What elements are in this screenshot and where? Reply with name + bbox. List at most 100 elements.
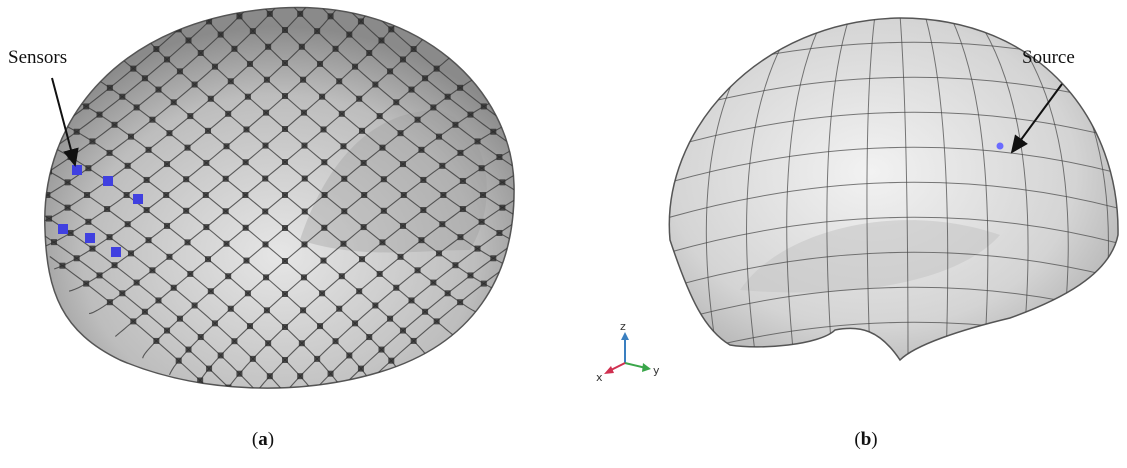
sensor-node <box>282 192 288 198</box>
sensor-node <box>319 290 325 296</box>
sensor-node <box>128 134 134 140</box>
sensor-node <box>267 373 273 379</box>
sensor-node <box>236 371 242 377</box>
sensor-node <box>393 99 399 105</box>
sensor-node <box>282 258 288 264</box>
highlight-sensor <box>111 247 121 257</box>
sensor-node <box>177 316 183 322</box>
sensor-node <box>481 281 487 287</box>
sensor-node <box>242 192 248 198</box>
sensor-node <box>223 176 229 182</box>
sensor-node <box>205 256 211 262</box>
sensor-node <box>245 94 251 100</box>
sensor-node <box>372 82 378 88</box>
sensor-node <box>51 239 57 245</box>
caption: (b) <box>854 429 877 450</box>
sensor-node <box>411 46 417 52</box>
sensor-node <box>361 224 367 230</box>
sensor-node <box>68 230 74 236</box>
sensor-node <box>65 205 71 211</box>
sensor-node <box>317 323 323 329</box>
sensor-node <box>166 130 172 136</box>
sensor-node <box>387 68 393 74</box>
sensor-node <box>300 77 306 83</box>
sensor-node <box>430 104 436 110</box>
caption-part: ) <box>871 429 877 450</box>
sensor-node <box>85 165 91 171</box>
sensor-node <box>310 389 316 395</box>
axis-triad: z x y <box>596 320 660 384</box>
sensor-node <box>130 318 136 324</box>
sensor-node <box>163 192 169 198</box>
sensor-node <box>205 128 211 134</box>
sensor-node <box>301 241 307 247</box>
sensor-node <box>452 122 458 128</box>
sensor-node <box>346 32 352 38</box>
sensor-node <box>379 145 385 151</box>
sensor-node <box>104 206 110 212</box>
sensor-node <box>361 192 367 198</box>
sensor-node <box>518 168 524 174</box>
sensor-node <box>366 50 372 56</box>
sensor-node <box>228 306 234 312</box>
sensor-node <box>218 32 224 38</box>
head-mesh <box>36 0 533 402</box>
sensor-node <box>225 111 231 117</box>
sensor-node <box>340 143 346 149</box>
sensor-node <box>434 318 440 324</box>
sensor-node <box>107 234 113 240</box>
sensor-node <box>212 320 218 326</box>
sensor-node <box>247 61 253 67</box>
sensor-node <box>130 66 136 72</box>
sensor-node <box>372 302 378 308</box>
sensor-node <box>388 26 394 32</box>
sensor-node <box>336 78 342 84</box>
sensor-node <box>420 207 426 213</box>
sensor-node <box>112 122 118 128</box>
sensor-node <box>409 297 415 303</box>
sensor-node <box>415 117 421 123</box>
sensor-node <box>378 37 384 43</box>
sensor-node <box>452 262 458 268</box>
sensor-node <box>198 50 204 56</box>
highlight-sensor <box>85 233 95 243</box>
sensor-node <box>418 237 424 243</box>
sensor-node <box>377 113 383 119</box>
sensor-node <box>457 234 463 240</box>
sensor-node <box>301 143 307 149</box>
sensor-node <box>203 224 209 230</box>
sensor-node <box>243 258 249 264</box>
sensor-node <box>496 230 502 236</box>
sensor-node <box>203 192 209 198</box>
sensor-node <box>119 290 125 296</box>
sensor-node <box>250 356 256 362</box>
sensor-node <box>153 46 159 52</box>
sensor-node <box>89 138 95 144</box>
sensor-node <box>254 0 260 1</box>
sensor-node <box>197 7 203 13</box>
sensor-node <box>400 56 406 62</box>
sensor-node <box>367 7 373 13</box>
sensor-node <box>187 113 193 119</box>
sensor-node <box>352 64 358 70</box>
sensor-node <box>440 192 446 198</box>
sensor-node <box>457 150 463 156</box>
sensor-node <box>125 221 131 227</box>
sensor-node <box>467 112 473 118</box>
sensor-node <box>475 246 481 252</box>
sensor-node <box>224 241 230 247</box>
sensor-node <box>243 159 249 165</box>
sensor-node <box>346 352 352 358</box>
sensor-node <box>333 338 339 344</box>
sensor-node <box>520 192 526 198</box>
sensor-node <box>144 207 150 213</box>
sensor-node <box>149 267 155 273</box>
sensor-node <box>97 112 103 118</box>
sensor-node <box>164 223 170 229</box>
sensor-node <box>245 290 251 296</box>
sensor-node <box>224 143 230 149</box>
sensor-node <box>480 192 486 198</box>
sensor-node <box>341 176 347 182</box>
sensor-node <box>336 306 342 312</box>
sensor-node <box>300 307 306 313</box>
